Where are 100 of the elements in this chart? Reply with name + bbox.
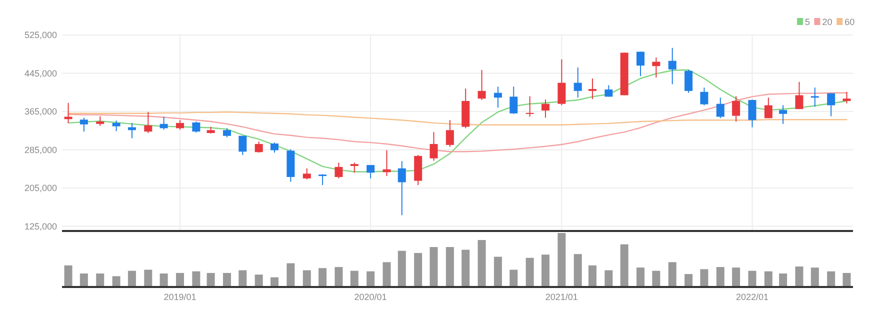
candlestick (668, 47, 676, 85)
bar (668, 262, 676, 287)
y-tick-label: 285,000 (24, 144, 57, 155)
candlestick (779, 104, 788, 124)
candlestick (222, 128, 231, 138)
candlestick (510, 86, 518, 114)
bar (604, 270, 613, 287)
candlestick (80, 117, 88, 132)
bar (764, 271, 772, 287)
y-tick-label: 205,000 (24, 183, 57, 194)
candlestick (700, 87, 708, 106)
legend-label: 20 (822, 17, 832, 27)
bar (446, 247, 454, 287)
bar (64, 265, 72, 287)
candlestick (144, 111, 152, 134)
y-tick-label: 445,000 (24, 68, 57, 78)
bar (302, 270, 311, 287)
bar (620, 244, 628, 287)
bar (96, 274, 104, 287)
bar (128, 270, 136, 287)
bar (222, 272, 231, 287)
candlestick (478, 69, 486, 101)
bar (414, 252, 422, 287)
candlestick (636, 51, 644, 77)
candlestick (96, 116, 104, 126)
candlestick (270, 142, 278, 154)
candlestick (827, 92, 836, 117)
y-tick-label: 525,000 (24, 30, 57, 40)
candlestick (334, 162, 343, 179)
bar (112, 276, 120, 287)
bar (144, 270, 152, 287)
bar (779, 274, 788, 287)
candlestick (430, 132, 438, 162)
bar (541, 254, 550, 287)
candlestick (732, 96, 740, 122)
x-tick-label: 2020/01 (354, 292, 387, 302)
bar (286, 263, 295, 287)
bar (350, 270, 358, 287)
bar (588, 265, 596, 287)
bar (636, 268, 644, 287)
bar (80, 274, 88, 287)
bar (526, 258, 534, 287)
bar (462, 250, 470, 287)
bar (334, 267, 343, 287)
y-tick-label: 365,000 (24, 106, 57, 117)
candlestick (64, 102, 72, 124)
bar (700, 269, 708, 287)
bar (398, 250, 406, 287)
candlestick (541, 99, 550, 118)
candlestick (748, 99, 756, 128)
x-tick-label: 2021/01 (545, 292, 578, 302)
candlestick (795, 81, 804, 110)
y-tick-label: 125,000 (24, 221, 57, 232)
candlestick (574, 67, 582, 98)
candlestick (302, 168, 311, 180)
candlestick (398, 160, 406, 216)
bar (494, 256, 502, 287)
bar (558, 233, 566, 287)
candlestick (160, 116, 168, 130)
bar (510, 270, 518, 287)
candlestick (764, 97, 772, 119)
bar (827, 271, 836, 287)
legend-label: 60 (844, 17, 855, 27)
bar (254, 274, 263, 287)
bar (716, 267, 724, 287)
candlestick (112, 120, 120, 132)
candlestick (652, 56, 660, 78)
bar (732, 268, 740, 287)
candlestick (350, 162, 358, 174)
bar (206, 272, 215, 287)
bar (748, 270, 756, 287)
bar (842, 272, 851, 287)
bar (176, 272, 184, 287)
legend-label: 5 (805, 17, 810, 27)
bar (795, 266, 804, 287)
candlestick (176, 120, 184, 130)
candlestick (526, 96, 534, 118)
bar (810, 268, 819, 287)
candlestick (810, 87, 819, 108)
candlestick (716, 97, 724, 119)
bar (652, 270, 660, 287)
bar (684, 274, 693, 287)
x-tick-label: 2022/01 (736, 292, 769, 302)
candlestick (318, 174, 327, 186)
bar (430, 247, 438, 287)
bar (160, 274, 168, 287)
bar (382, 262, 391, 287)
bar (574, 254, 582, 287)
candlestick (558, 58, 566, 106)
candlestick (238, 135, 247, 156)
candlestick (446, 120, 454, 148)
candlestick (192, 121, 200, 134)
bar (366, 271, 375, 287)
candlestick (254, 141, 263, 154)
bar (238, 270, 247, 287)
bar (318, 268, 327, 287)
bar (478, 240, 486, 287)
candlestick (684, 69, 693, 94)
bar (192, 271, 200, 287)
candlestick (588, 78, 596, 100)
